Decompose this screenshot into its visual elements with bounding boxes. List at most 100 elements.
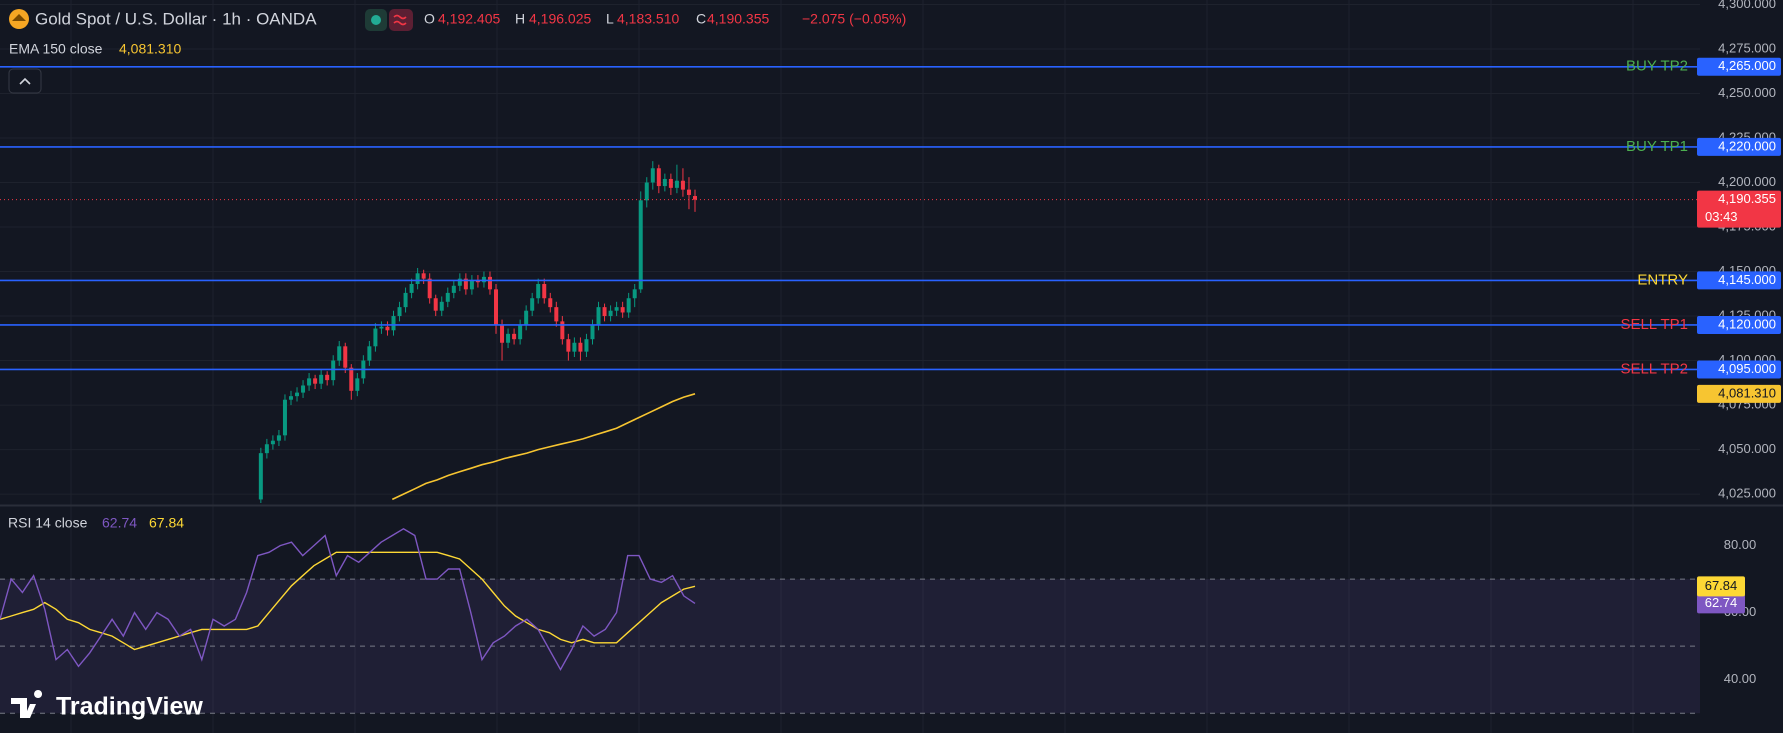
status-dot xyxy=(371,15,381,25)
candle-body xyxy=(632,289,637,299)
status-badge xyxy=(389,9,413,31)
level-price-label: 4,220.000 xyxy=(1718,138,1776,153)
level-price-label: 4,265.000 xyxy=(1718,58,1776,73)
candle-body xyxy=(578,342,583,352)
candle-body xyxy=(542,283,547,299)
collapse-button[interactable] xyxy=(8,68,42,94)
rsi-legend-value: 62.74 xyxy=(102,515,137,531)
y-tick-label: 4,050.000 xyxy=(1718,441,1776,456)
candle-body xyxy=(427,278,432,299)
rsi-value-label: 62.74 xyxy=(1705,595,1738,610)
ohlc-value: 4,192.405 xyxy=(438,11,500,27)
ema-legend-value: 4,081.310 xyxy=(119,41,181,57)
candle-body xyxy=(494,289,499,325)
candle-body xyxy=(313,378,318,384)
candle-body xyxy=(469,280,474,290)
candle-body xyxy=(536,283,541,299)
candle-body xyxy=(379,326,384,329)
candle-body xyxy=(325,374,330,381)
candle-body xyxy=(662,178,667,187)
candle-body xyxy=(596,307,601,325)
candle-body xyxy=(276,435,281,441)
candle-body xyxy=(560,321,565,340)
collapse-icon xyxy=(19,77,31,85)
candle-body xyxy=(445,292,450,302)
rsi-legend: RSI 14 close xyxy=(8,515,88,531)
ohlc-key: H xyxy=(515,11,525,27)
candle-body xyxy=(524,310,529,325)
candle-body xyxy=(301,385,306,393)
symbol-title: Gold Spot / U.S. Dollar · 1h · OANDA xyxy=(35,9,317,28)
candle-body xyxy=(638,200,643,290)
level-name: BUY TP1 xyxy=(1626,138,1688,155)
candle-body xyxy=(457,278,462,286)
rsi-value-box xyxy=(1697,576,1745,597)
rsi-tick-label: 80.00 xyxy=(1724,537,1757,552)
candle-body xyxy=(644,182,649,201)
candle-body xyxy=(343,346,348,368)
series-price-box xyxy=(1697,384,1781,403)
candle-body xyxy=(668,178,673,188)
candle-body xyxy=(349,367,354,391)
candle-body xyxy=(530,298,535,311)
candle-body xyxy=(500,324,505,343)
candle-body xyxy=(403,292,408,308)
last-price-label: 4,190.355 xyxy=(1718,191,1776,206)
candle-body xyxy=(295,392,300,397)
candle-body xyxy=(554,307,559,322)
candle-body xyxy=(355,378,360,391)
candle-body xyxy=(451,285,456,293)
level-price-label: 4,095.000 xyxy=(1718,361,1776,376)
candle-body xyxy=(620,307,625,313)
rsi-ma-legend-value: 67.84 xyxy=(149,515,184,531)
candle-body xyxy=(331,360,336,381)
candle-body xyxy=(680,180,685,190)
y-tick-label: 4,300.000 xyxy=(1718,0,1776,11)
candle-body xyxy=(584,339,589,352)
candle-body xyxy=(481,276,486,283)
candle-body xyxy=(506,333,511,343)
candle-body xyxy=(385,326,390,331)
series-price-label: 4,081.310 xyxy=(1718,385,1776,400)
ohlc-value: 4,190.355 xyxy=(707,11,769,27)
candle-body xyxy=(548,298,553,308)
candle-body xyxy=(686,189,691,195)
line-series xyxy=(391,393,696,501)
candle-body xyxy=(282,399,287,436)
y-tick-label: 4,200.000 xyxy=(1718,174,1776,189)
line-series xyxy=(0,527,696,672)
y-tick-label: 4,275.000 xyxy=(1718,40,1776,55)
candle-body xyxy=(674,180,679,188)
candle-body xyxy=(288,396,293,400)
logo: TradingView xyxy=(56,693,203,721)
candle-body xyxy=(572,342,577,352)
level-price-box xyxy=(1697,57,1781,76)
level-name: SELL TP2 xyxy=(1620,360,1688,377)
candle-body xyxy=(463,278,468,290)
candle-body xyxy=(270,440,275,445)
ema-legend: EMA 150 close xyxy=(9,41,103,57)
candle-body xyxy=(367,346,372,361)
candle-body xyxy=(373,328,378,347)
candle-body xyxy=(614,307,619,311)
level-price-label: 4,145.000 xyxy=(1718,272,1776,287)
candle-body xyxy=(439,301,444,311)
countdown: 03:43 xyxy=(1705,209,1738,224)
level-price-box xyxy=(1697,137,1781,156)
ohlc-key: L xyxy=(606,11,614,27)
candle-body xyxy=(307,378,312,386)
ohlc-key: C xyxy=(696,11,706,27)
level-name: BUY TP2 xyxy=(1626,58,1688,75)
ohlc-value: 4,183.510 xyxy=(617,11,679,27)
candle-body xyxy=(693,196,697,200)
candle-body xyxy=(590,324,595,340)
line-series xyxy=(0,551,696,651)
y-tick-label: 4,250.000 xyxy=(1718,85,1776,100)
candle-body xyxy=(518,324,523,340)
rsi-value-label: 67.84 xyxy=(1705,578,1738,593)
candle-body xyxy=(512,333,517,340)
candle-body xyxy=(258,453,263,500)
ohlc-value: 4,196.025 xyxy=(529,11,591,27)
rsi-value-box xyxy=(1697,593,1745,614)
